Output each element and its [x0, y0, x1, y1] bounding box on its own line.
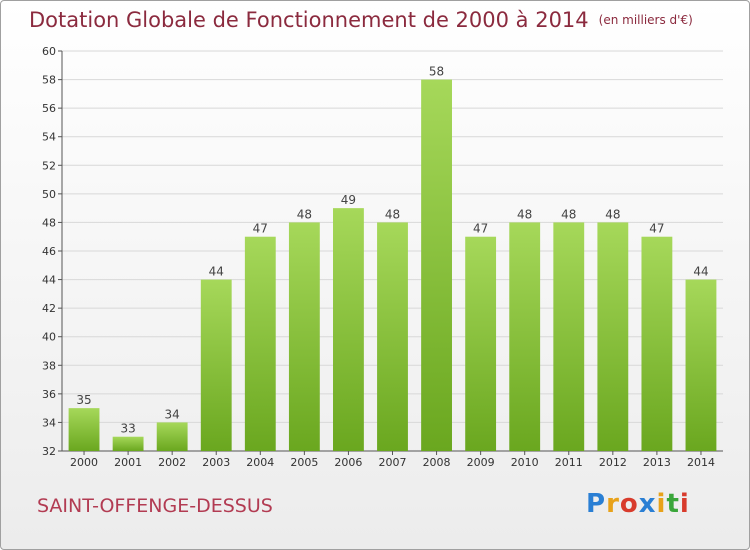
data-label: 48: [605, 207, 620, 221]
data-label: 48: [297, 207, 312, 221]
y-tick-label: 58: [42, 74, 56, 87]
y-tick-label: 32: [42, 445, 56, 458]
y-tick-label: 60: [42, 45, 56, 58]
bar: [685, 279, 717, 451]
y-tick-label: 56: [42, 102, 56, 115]
brand-letter: P: [586, 489, 607, 519]
y-tick-label: 54: [42, 131, 56, 144]
bar: [421, 79, 452, 452]
bar: [509, 222, 541, 451]
bar: [68, 408, 100, 451]
x-tick-label: 2011: [555, 456, 583, 469]
data-label: 48: [385, 207, 400, 221]
x-tick-label: 2010: [511, 456, 539, 469]
bar: [112, 436, 144, 451]
bar: [200, 279, 232, 451]
brand-letter: i: [656, 489, 667, 519]
data-label: 44: [693, 265, 708, 279]
data-label: 48: [561, 207, 576, 221]
x-tick-label: 2004: [246, 456, 274, 469]
commune-name: SAINT-OFFENGE-DESSUS: [37, 495, 273, 517]
data-label: 49: [341, 193, 356, 207]
x-tick-label: 2012: [599, 456, 627, 469]
y-tick-label: 42: [42, 302, 56, 315]
chart-title-text: Dotation Globale de Fonctionnement de 20…: [29, 8, 589, 32]
y-tick-label: 38: [42, 359, 56, 372]
x-tick-label: 2013: [643, 456, 671, 469]
y-tick-label: 34: [42, 416, 56, 429]
brand-letter: i: [679, 489, 690, 519]
x-tick-label: 2009: [467, 456, 495, 469]
x-tick-label: 2001: [114, 456, 142, 469]
chart-title: Dotation Globale de Fonctionnement de 20…: [29, 8, 693, 32]
brand-letter: o: [619, 489, 639, 519]
bar: [641, 236, 673, 451]
y-tick-label: 36: [42, 388, 56, 401]
data-label: 34: [165, 407, 180, 421]
x-tick-label: 2006: [334, 456, 362, 469]
x-tick-label: 2008: [423, 456, 451, 469]
proxiti-logo: Proxiti: [586, 489, 690, 519]
data-label: 35: [76, 393, 91, 407]
x-tick-label: 2000: [70, 456, 98, 469]
x-tick-label: 2003: [202, 456, 230, 469]
x-tick-label: 2014: [687, 456, 715, 469]
bar: [288, 222, 320, 451]
bar: [377, 222, 408, 451]
y-tick-label: 46: [42, 245, 56, 258]
bar: [156, 422, 188, 451]
bar: [553, 222, 585, 451]
y-tick-label: 40: [42, 331, 56, 344]
data-label: 47: [253, 222, 268, 236]
y-tick-label: 50: [42, 188, 56, 201]
data-label: 44: [209, 265, 224, 279]
brand-letter: x: [638, 489, 657, 519]
x-tick-label: 2002: [158, 456, 186, 469]
bar: [244, 236, 276, 451]
data-label: 48: [517, 207, 532, 221]
data-label: 47: [473, 222, 488, 236]
y-tick-label: 52: [42, 159, 56, 172]
bar: [333, 208, 364, 451]
bar: [597, 222, 629, 451]
data-label: 47: [649, 222, 664, 236]
bar: [465, 236, 497, 451]
unit-note: (en milliers d'€): [598, 13, 693, 27]
brand-letter: r: [606, 489, 620, 519]
data-label: 33: [120, 422, 135, 436]
x-tick-label: 2005: [290, 456, 318, 469]
y-tick-label: 48: [42, 216, 56, 229]
brand-letter: t: [666, 489, 680, 519]
data-label: 58: [429, 65, 444, 79]
x-tick-label: 2007: [379, 456, 407, 469]
y-tick-label: 44: [42, 274, 56, 287]
